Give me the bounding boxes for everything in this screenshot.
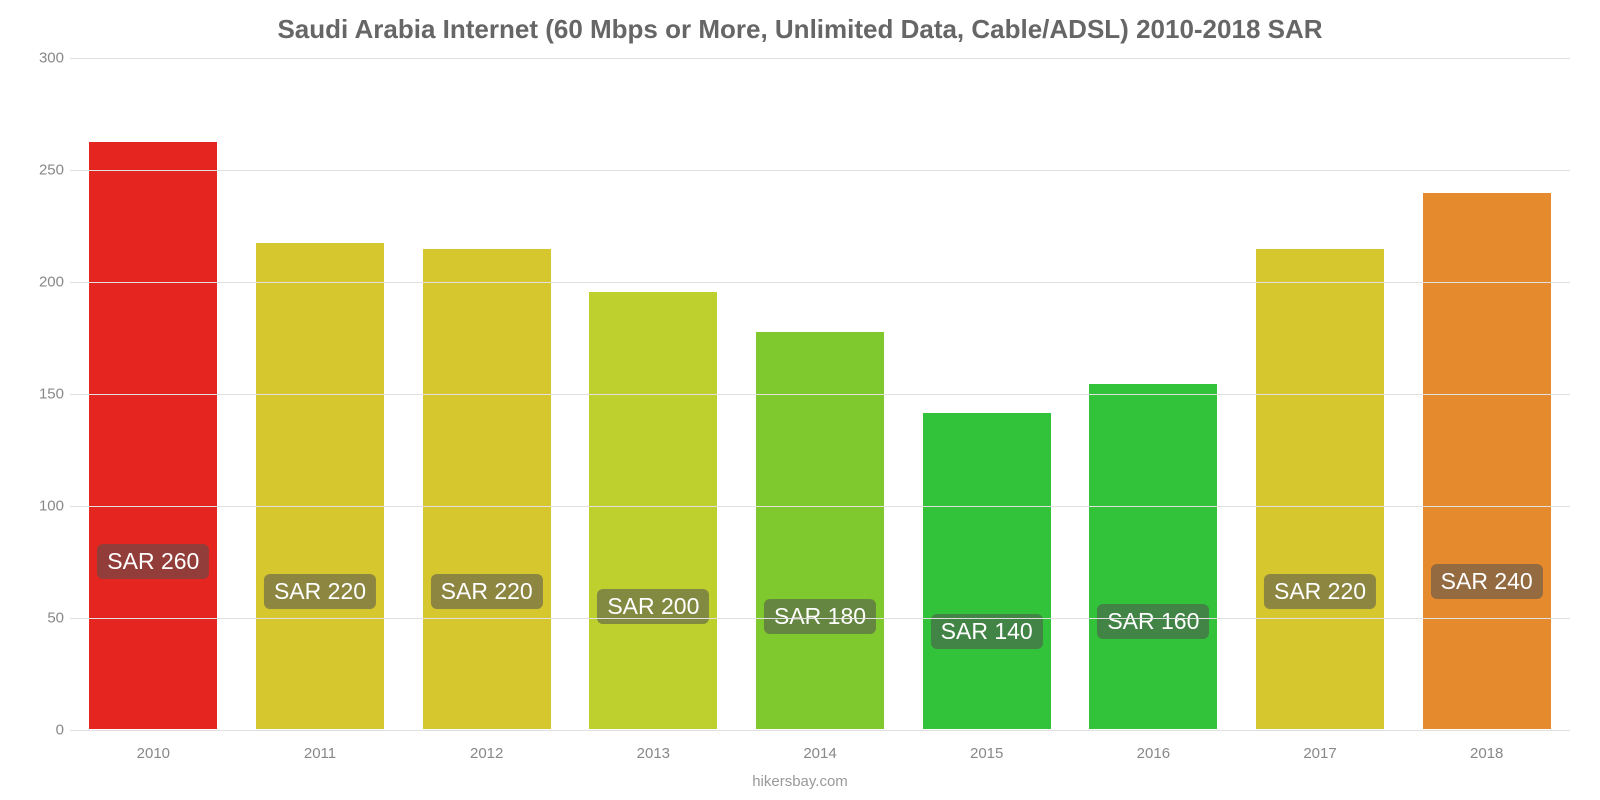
chart-bar: SAR 160: [1088, 383, 1218, 730]
chart-bar-value-label: SAR 240: [1431, 564, 1543, 599]
chart-x-tick-label: 2017: [1237, 745, 1404, 762]
chart-x-tick-label: 2015: [903, 745, 1070, 762]
chart-gridline: [70, 58, 1570, 59]
chart-y-tick-label: 150: [24, 386, 64, 403]
chart-source-label: hikersbay.com: [0, 773, 1600, 790]
chart-bar: SAR 220: [255, 242, 385, 730]
chart-x-tick-label: 2011: [237, 745, 404, 762]
chart-bar: SAR 180: [755, 331, 885, 730]
chart-bar: SAR 200: [588, 291, 718, 730]
chart-gridline: [70, 506, 1570, 507]
chart-y-tick-label: 0: [24, 722, 64, 739]
chart-x-tick-label: 2016: [1070, 745, 1237, 762]
chart-x-tick-label: 2013: [570, 745, 737, 762]
chart-y-tick-label: 100: [24, 498, 64, 515]
chart-y-tick-label: 50: [24, 610, 64, 627]
chart-gridline: [70, 618, 1570, 619]
chart-gridline: [70, 282, 1570, 283]
chart-x-tick-label: 2018: [1403, 745, 1570, 762]
chart-bar-value-label: SAR 220: [264, 574, 376, 609]
chart-bar-value-label: SAR 160: [1097, 604, 1209, 639]
chart-y-tick-label: 250: [24, 162, 64, 179]
chart-bar: SAR 240: [1422, 192, 1552, 730]
chart-container: Saudi Arabia Internet (60 Mbps or More, …: [0, 0, 1600, 800]
chart-y-tick-label: 300: [24, 50, 64, 67]
chart-bar-value-label: SAR 220: [431, 574, 543, 609]
chart-bar: SAR 140: [922, 412, 1052, 730]
chart-bar-value-label: SAR 260: [97, 544, 209, 579]
chart-gridline: [70, 730, 1570, 731]
chart-x-axis: 201020112012201320142015201620172018: [70, 745, 1570, 762]
chart-plot-area: SAR 260 SAR 220 SAR 220 SAR 200 SAR 180 SAR 1…: [70, 58, 1570, 730]
chart-bar: SAR 220: [422, 248, 552, 730]
chart-bar-value-label: SAR 220: [1264, 574, 1376, 609]
chart-bar-value-label: SAR 180: [764, 599, 876, 634]
chart-gridline: [70, 170, 1570, 171]
chart-x-tick-label: 2010: [70, 745, 237, 762]
chart-gridline: [70, 394, 1570, 395]
chart-bar: SAR 260: [88, 141, 218, 730]
chart-bar-value-label: SAR 140: [931, 614, 1043, 649]
chart-title: Saudi Arabia Internet (60 Mbps or More, …: [0, 0, 1600, 45]
chart-x-tick-label: 2014: [737, 745, 904, 762]
chart-bar: SAR 220: [1255, 248, 1385, 730]
chart-x-tick-label: 2012: [403, 745, 570, 762]
chart-y-tick-label: 200: [24, 274, 64, 291]
